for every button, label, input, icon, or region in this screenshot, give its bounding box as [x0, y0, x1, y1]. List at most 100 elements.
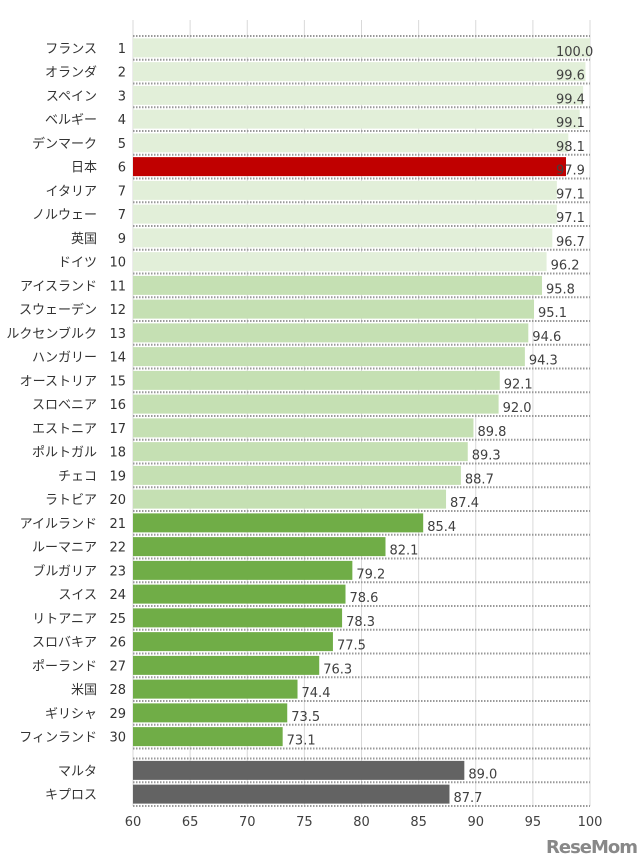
value-label: 94.3 [529, 354, 558, 369]
value-label: 92.1 [504, 377, 533, 392]
value-label: 89.0 [468, 767, 497, 782]
x-tick-label: 70 [239, 815, 256, 830]
bar [133, 204, 557, 224]
watermark-logo: ReseMom [546, 837, 638, 858]
rank-label: 13 [109, 327, 126, 342]
value-label: 74.4 [302, 686, 331, 701]
rank-label: 30 [109, 731, 126, 746]
country-label: エストニア [32, 422, 97, 437]
rank-label: 7 [118, 184, 126, 199]
bar [133, 655, 320, 675]
country-label: キプロス [45, 788, 97, 803]
country-label: ラトビア [45, 493, 97, 508]
x-tick-label: 100 [578, 815, 603, 830]
value-label: 96.7 [556, 235, 585, 250]
country-label: ドイツ [58, 256, 97, 271]
country-label: アイスランド [20, 279, 97, 294]
bar [133, 418, 474, 438]
bar [133, 632, 333, 652]
x-tick-label: 75 [296, 815, 313, 830]
bar [133, 323, 529, 343]
bar [133, 760, 465, 780]
country-label: ルーマニア [32, 541, 97, 556]
value-label: 73.1 [287, 734, 316, 749]
x-tick-label: 90 [467, 815, 484, 830]
rank-label: 29 [109, 707, 126, 722]
value-label: 77.5 [337, 639, 366, 654]
rank-label: 20 [109, 493, 126, 508]
country-label: 日本 [71, 161, 97, 176]
bar [133, 560, 353, 580]
country-label: 米国 [71, 683, 97, 698]
value-label: 87.4 [450, 496, 479, 511]
country-label: スペイン [46, 89, 97, 104]
value-label: 89.8 [477, 425, 506, 440]
rank-label: 28 [109, 683, 126, 698]
country-label: スイス [58, 588, 97, 603]
bar [133, 133, 569, 153]
value-label: 76.3 [323, 662, 352, 677]
country-label: アイルランド [20, 517, 97, 532]
bar [133, 347, 525, 367]
bar [133, 394, 499, 414]
bar [133, 727, 283, 747]
bar [133, 513, 424, 533]
value-label: 97.9 [556, 164, 585, 179]
bar [133, 157, 567, 177]
country-label: 英国 [71, 232, 97, 247]
x-tick-label: 60 [125, 815, 142, 830]
value-label: 89.3 [472, 449, 501, 464]
country-label: ポーランド [32, 659, 97, 674]
rank-label: 25 [109, 612, 126, 627]
bar [133, 252, 547, 272]
bar [133, 679, 298, 699]
bar [133, 109, 580, 129]
country-label: ベルギー [45, 113, 97, 128]
x-tick-label: 95 [525, 815, 542, 830]
country-label: デンマーク [32, 136, 97, 152]
value-label: 94.6 [532, 330, 561, 345]
bar [133, 465, 461, 485]
value-label: 88.7 [465, 472, 494, 487]
rank-label: 9 [118, 232, 126, 247]
bar [133, 38, 590, 58]
bar [133, 537, 386, 557]
rank-label: 26 [109, 636, 126, 651]
bar [133, 784, 450, 804]
rank-label: 15 [109, 374, 126, 389]
value-label: 78.6 [350, 591, 379, 606]
value-label: 99.6 [556, 69, 585, 84]
rank-label: 12 [109, 303, 126, 318]
bar [133, 584, 346, 604]
bar [133, 62, 586, 82]
bar [133, 608, 343, 628]
country-label: ノルウェー [32, 208, 97, 223]
bar [133, 275, 543, 295]
value-label: 99.1 [556, 116, 585, 131]
rank-label: 21 [109, 517, 126, 532]
value-label: 73.5 [291, 710, 320, 725]
country-label: ギリシャ [45, 707, 97, 722]
value-label: 92.0 [503, 401, 532, 416]
country-label: スロベニア [32, 398, 97, 413]
rank-label: 11 [109, 279, 126, 294]
value-label: 100.0 [556, 45, 593, 60]
value-label: 82.1 [389, 544, 418, 559]
bar [133, 228, 553, 248]
country-label: マルタ [58, 764, 97, 779]
country-label: スロバキア [32, 636, 97, 651]
rank-label: 23 [109, 564, 126, 579]
x-tick-label: 85 [410, 815, 427, 830]
bar [133, 489, 447, 509]
bar [133, 442, 468, 462]
country-label: ハンガリー [32, 351, 97, 366]
value-label: 98.1 [556, 140, 585, 155]
rank-label: 24 [109, 588, 126, 603]
rank-label: 3 [118, 89, 126, 104]
country-label: オーストリア [20, 374, 97, 389]
bar [133, 299, 535, 319]
rank-label: 27 [109, 659, 126, 674]
country-label: フランス [45, 42, 97, 57]
value-label: 87.7 [453, 791, 482, 806]
value-label: 97.1 [556, 211, 585, 226]
